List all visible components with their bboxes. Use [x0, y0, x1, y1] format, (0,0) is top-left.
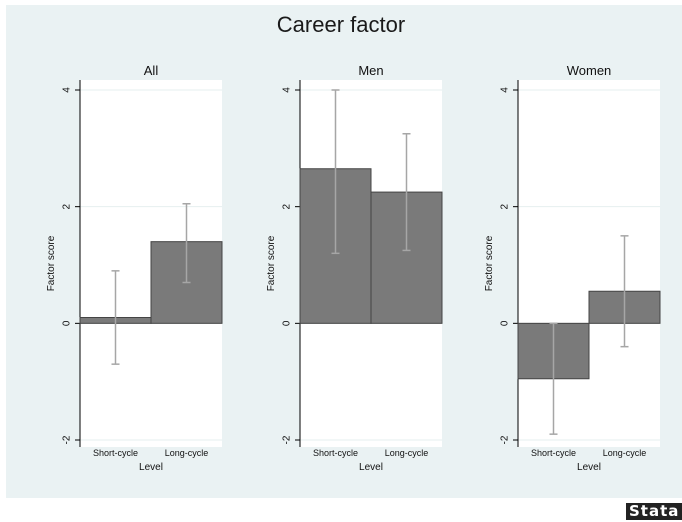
y-tick-label: 2: [282, 203, 293, 209]
x-axis-title: Level: [359, 462, 383, 473]
y-tick-label: 0: [282, 320, 293, 326]
category-label: Short-cycle: [313, 448, 358, 458]
y-tick-label: 0: [62, 320, 73, 326]
category-label: Long-cycle: [165, 448, 209, 458]
y-tick-label: -2: [500, 435, 511, 444]
y-axis-title: Factor score: [266, 235, 277, 291]
y-tick-label: 4: [62, 87, 73, 93]
y-tick-label: 4: [282, 87, 293, 93]
category-label: Long-cycle: [385, 448, 429, 458]
category-label: Short-cycle: [531, 448, 576, 458]
panel-title-men: Men: [358, 63, 383, 78]
y-tick-label: -2: [282, 435, 293, 444]
panel-title-all: All: [144, 63, 159, 78]
stata-logo: Stata: [626, 503, 682, 520]
category-label: Long-cycle: [603, 448, 647, 458]
y-axis-title: Factor score: [46, 235, 57, 291]
y-axis-title: Factor score: [484, 235, 495, 291]
plot-area-women: [518, 80, 660, 447]
category-label: Short-cycle: [93, 448, 138, 458]
x-axis-title: Level: [139, 462, 163, 473]
y-tick-label: -2: [62, 435, 73, 444]
y-tick-label: 0: [500, 320, 511, 326]
panel-title-women: Women: [567, 63, 612, 78]
y-tick-label: 2: [62, 203, 73, 209]
x-axis-title: Level: [577, 462, 601, 473]
chart-title: Career factor: [276, 12, 406, 37]
y-tick-label: 2: [500, 203, 511, 209]
y-tick-label: 4: [500, 87, 511, 93]
